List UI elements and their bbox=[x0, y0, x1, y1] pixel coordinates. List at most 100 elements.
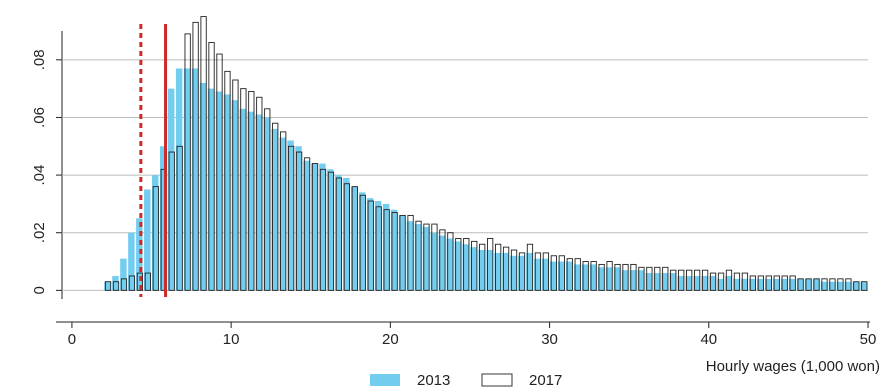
bar bbox=[431, 223, 438, 291]
bar bbox=[144, 189, 151, 291]
bar bbox=[662, 266, 669, 291]
bar bbox=[804, 278, 812, 291]
x-tick-label: 50 bbox=[860, 331, 877, 348]
bar bbox=[207, 88, 215, 291]
bar bbox=[836, 281, 844, 291]
bar bbox=[637, 270, 645, 291]
bar bbox=[272, 122, 279, 291]
bar bbox=[192, 21, 199, 291]
bar bbox=[733, 278, 740, 291]
bar bbox=[415, 220, 422, 291]
bar bbox=[176, 145, 183, 291]
bar bbox=[693, 275, 700, 291]
bar bbox=[701, 269, 709, 291]
bar bbox=[382, 203, 390, 291]
bar bbox=[621, 270, 629, 291]
bar bbox=[534, 258, 541, 291]
bar bbox=[343, 177, 350, 291]
bar bbox=[780, 278, 788, 291]
bar bbox=[168, 151, 175, 291]
bar bbox=[359, 192, 366, 291]
bar bbox=[311, 163, 318, 291]
bar bbox=[614, 263, 621, 291]
bar bbox=[128, 232, 135, 291]
bar bbox=[717, 278, 724, 291]
bar bbox=[590, 261, 597, 291]
bar bbox=[351, 186, 358, 291]
bar bbox=[558, 261, 565, 291]
bar bbox=[471, 240, 478, 291]
legend-swatch bbox=[370, 374, 400, 386]
bar bbox=[288, 145, 295, 291]
bar bbox=[725, 275, 732, 291]
bar bbox=[446, 238, 454, 291]
bar bbox=[367, 200, 374, 291]
bar bbox=[646, 266, 653, 291]
bar bbox=[788, 278, 796, 291]
x-tick-label: 0 bbox=[68, 331, 76, 348]
bar bbox=[638, 266, 645, 291]
bar bbox=[215, 91, 223, 291]
bar bbox=[439, 229, 446, 291]
bar bbox=[573, 264, 581, 291]
bar bbox=[144, 272, 151, 291]
x-tick-label: 20 bbox=[382, 331, 399, 348]
bar bbox=[630, 263, 637, 291]
bar bbox=[414, 224, 422, 291]
bar bbox=[359, 194, 366, 291]
bar bbox=[813, 278, 820, 291]
bar bbox=[264, 108, 271, 291]
bar bbox=[104, 281, 112, 291]
bar bbox=[789, 275, 796, 291]
bar bbox=[430, 232, 438, 291]
bar bbox=[565, 261, 573, 291]
bar bbox=[526, 252, 533, 291]
bar bbox=[797, 278, 804, 291]
bar bbox=[709, 275, 716, 291]
bar bbox=[104, 281, 111, 291]
bar bbox=[502, 252, 509, 291]
bar bbox=[263, 117, 270, 291]
bar bbox=[136, 218, 143, 291]
bar bbox=[120, 278, 128, 291]
bar bbox=[311, 163, 319, 291]
y-tick-label: 0 bbox=[31, 286, 48, 294]
bar bbox=[280, 131, 287, 291]
x-axis-title: Hourly wages (1,000 won) bbox=[706, 358, 880, 375]
bar bbox=[686, 269, 693, 291]
bar bbox=[223, 94, 231, 291]
bar bbox=[494, 243, 502, 291]
bar bbox=[613, 267, 621, 291]
bar bbox=[232, 79, 239, 291]
bar bbox=[184, 33, 191, 291]
bar bbox=[327, 169, 334, 291]
bar bbox=[860, 281, 867, 291]
bar bbox=[606, 261, 613, 291]
y-tick-label: .02 bbox=[31, 222, 48, 243]
bar bbox=[120, 258, 127, 291]
bar bbox=[231, 100, 239, 291]
bar bbox=[654, 266, 661, 291]
bar bbox=[837, 278, 844, 291]
bar bbox=[256, 96, 263, 291]
bar bbox=[463, 238, 470, 291]
bar bbox=[502, 246, 510, 291]
bar bbox=[709, 272, 717, 291]
bar bbox=[398, 215, 406, 291]
bar bbox=[526, 243, 534, 291]
bar bbox=[677, 275, 684, 291]
bar bbox=[685, 275, 692, 291]
bar bbox=[845, 278, 852, 291]
bar bbox=[669, 273, 676, 291]
bar bbox=[112, 281, 120, 291]
bar bbox=[447, 232, 454, 291]
bar bbox=[829, 278, 836, 291]
y-tick-label: .04 bbox=[31, 165, 48, 186]
bar bbox=[781, 275, 788, 291]
bar bbox=[725, 269, 733, 291]
bar bbox=[805, 278, 812, 291]
bar bbox=[566, 258, 573, 291]
bar bbox=[407, 214, 414, 291]
bar bbox=[295, 151, 303, 291]
bar bbox=[399, 214, 406, 291]
